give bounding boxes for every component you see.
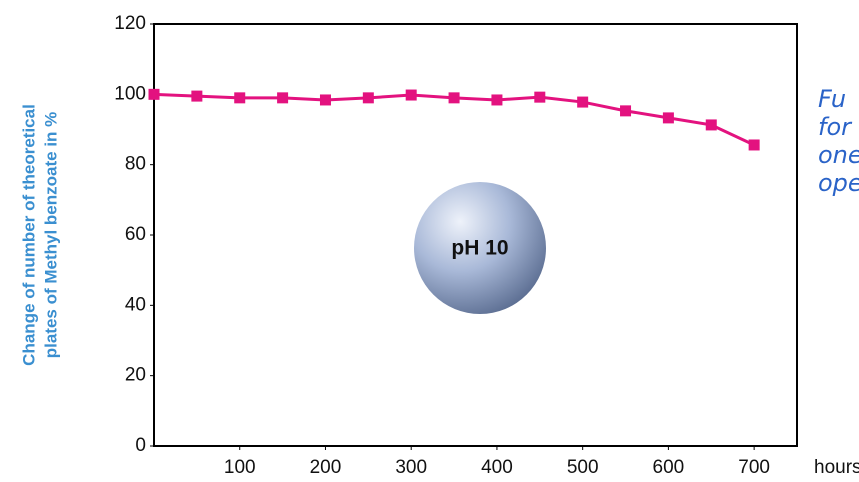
point-marker [577, 96, 589, 108]
x-tick-label: 300 [395, 457, 427, 477]
x-tick-label: 500 [567, 457, 599, 477]
point-marker [448, 92, 460, 104]
annotation-line: for [818, 113, 853, 141]
y-tick-label: 120 [114, 13, 146, 34]
point-marker [662, 112, 674, 124]
y-tick-label: 0 [135, 435, 146, 456]
badge-label: pH 10 [451, 237, 508, 260]
y-tick-label: 80 [125, 154, 146, 175]
annotation-line: Fu [818, 85, 846, 113]
y-tick-label: 20 [125, 365, 146, 386]
x-tick-label: 600 [653, 457, 685, 477]
y-tick-label: 40 [125, 294, 146, 315]
badge-sphere [414, 182, 546, 314]
point-marker [277, 92, 289, 104]
x-tick-label: 400 [481, 457, 513, 477]
point-marker [705, 119, 717, 131]
point-marker [491, 94, 503, 106]
y-tick-label: 100 [114, 83, 146, 104]
point-marker [234, 92, 246, 104]
point-marker [534, 91, 546, 103]
annotation-line: ope [818, 169, 859, 197]
y-label-line: plates of Methyl benzoate in % [41, 112, 60, 359]
point-marker [148, 88, 160, 100]
y-tick-label: 60 [125, 224, 146, 245]
y-axis-label: Change of number of theoretical plates o… [19, 104, 60, 366]
x-tick-label: 100 [224, 457, 256, 477]
point-marker [319, 94, 331, 106]
annotation-line: one [818, 141, 859, 169]
point-marker [191, 90, 203, 102]
point-marker [362, 92, 374, 104]
point-marker [748, 139, 760, 151]
point-marker [620, 105, 632, 117]
x-unit: hours [814, 457, 859, 477]
y-label-line: Change of number of theoretical [19, 104, 38, 366]
point-marker [405, 89, 417, 101]
x-tick-label: 700 [738, 457, 770, 477]
x-tick-label: 200 [310, 457, 342, 477]
